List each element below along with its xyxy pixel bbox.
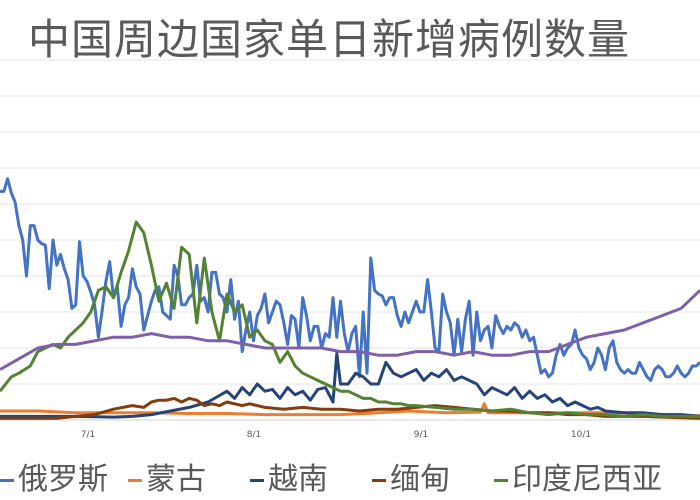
legend-label: 越南 <box>268 462 328 497</box>
legend-label: 印度尼西亚 <box>512 462 662 497</box>
legend-item: 缅甸 <box>372 460 450 500</box>
legend-label: 俄罗斯 <box>18 462 108 497</box>
series-lines <box>0 177 700 420</box>
x-tick-label: 10/1 <box>571 430 591 440</box>
series-line-2 <box>0 351 700 419</box>
legend-swatch <box>250 479 264 482</box>
legend-swatch <box>0 479 14 482</box>
legend-swatch <box>494 479 508 482</box>
legend: 俄罗斯 蒙古 越南 缅甸 印度尼西亚 <box>0 460 700 500</box>
legend-swatch <box>372 479 386 482</box>
series-line-5 <box>0 289 700 371</box>
line-chart: 7/1 8/1 9/1 10/1 <box>0 59 700 440</box>
legend-label: 缅甸 <box>390 462 450 497</box>
x-tick-label: 9/1 <box>414 430 428 440</box>
x-tick-label: 8/1 <box>247 430 261 440</box>
legend-item: 越南 <box>250 460 328 500</box>
legend-swatch <box>128 479 142 482</box>
legend-label: 蒙古 <box>146 462 206 497</box>
legend-item: 印度尼西亚 <box>494 460 662 500</box>
gridlines <box>0 59 700 421</box>
x-axis-ticks: 7/1 8/1 9/1 10/1 <box>81 430 591 440</box>
series-line-4 <box>0 220 700 418</box>
x-tick-label: 7/1 <box>81 430 95 440</box>
legend-item: 蒙古 <box>128 460 206 500</box>
chart-title: 中国周边国家单日新增病例数量 <box>28 15 631 64</box>
legend-item: 俄罗斯 <box>0 460 108 500</box>
